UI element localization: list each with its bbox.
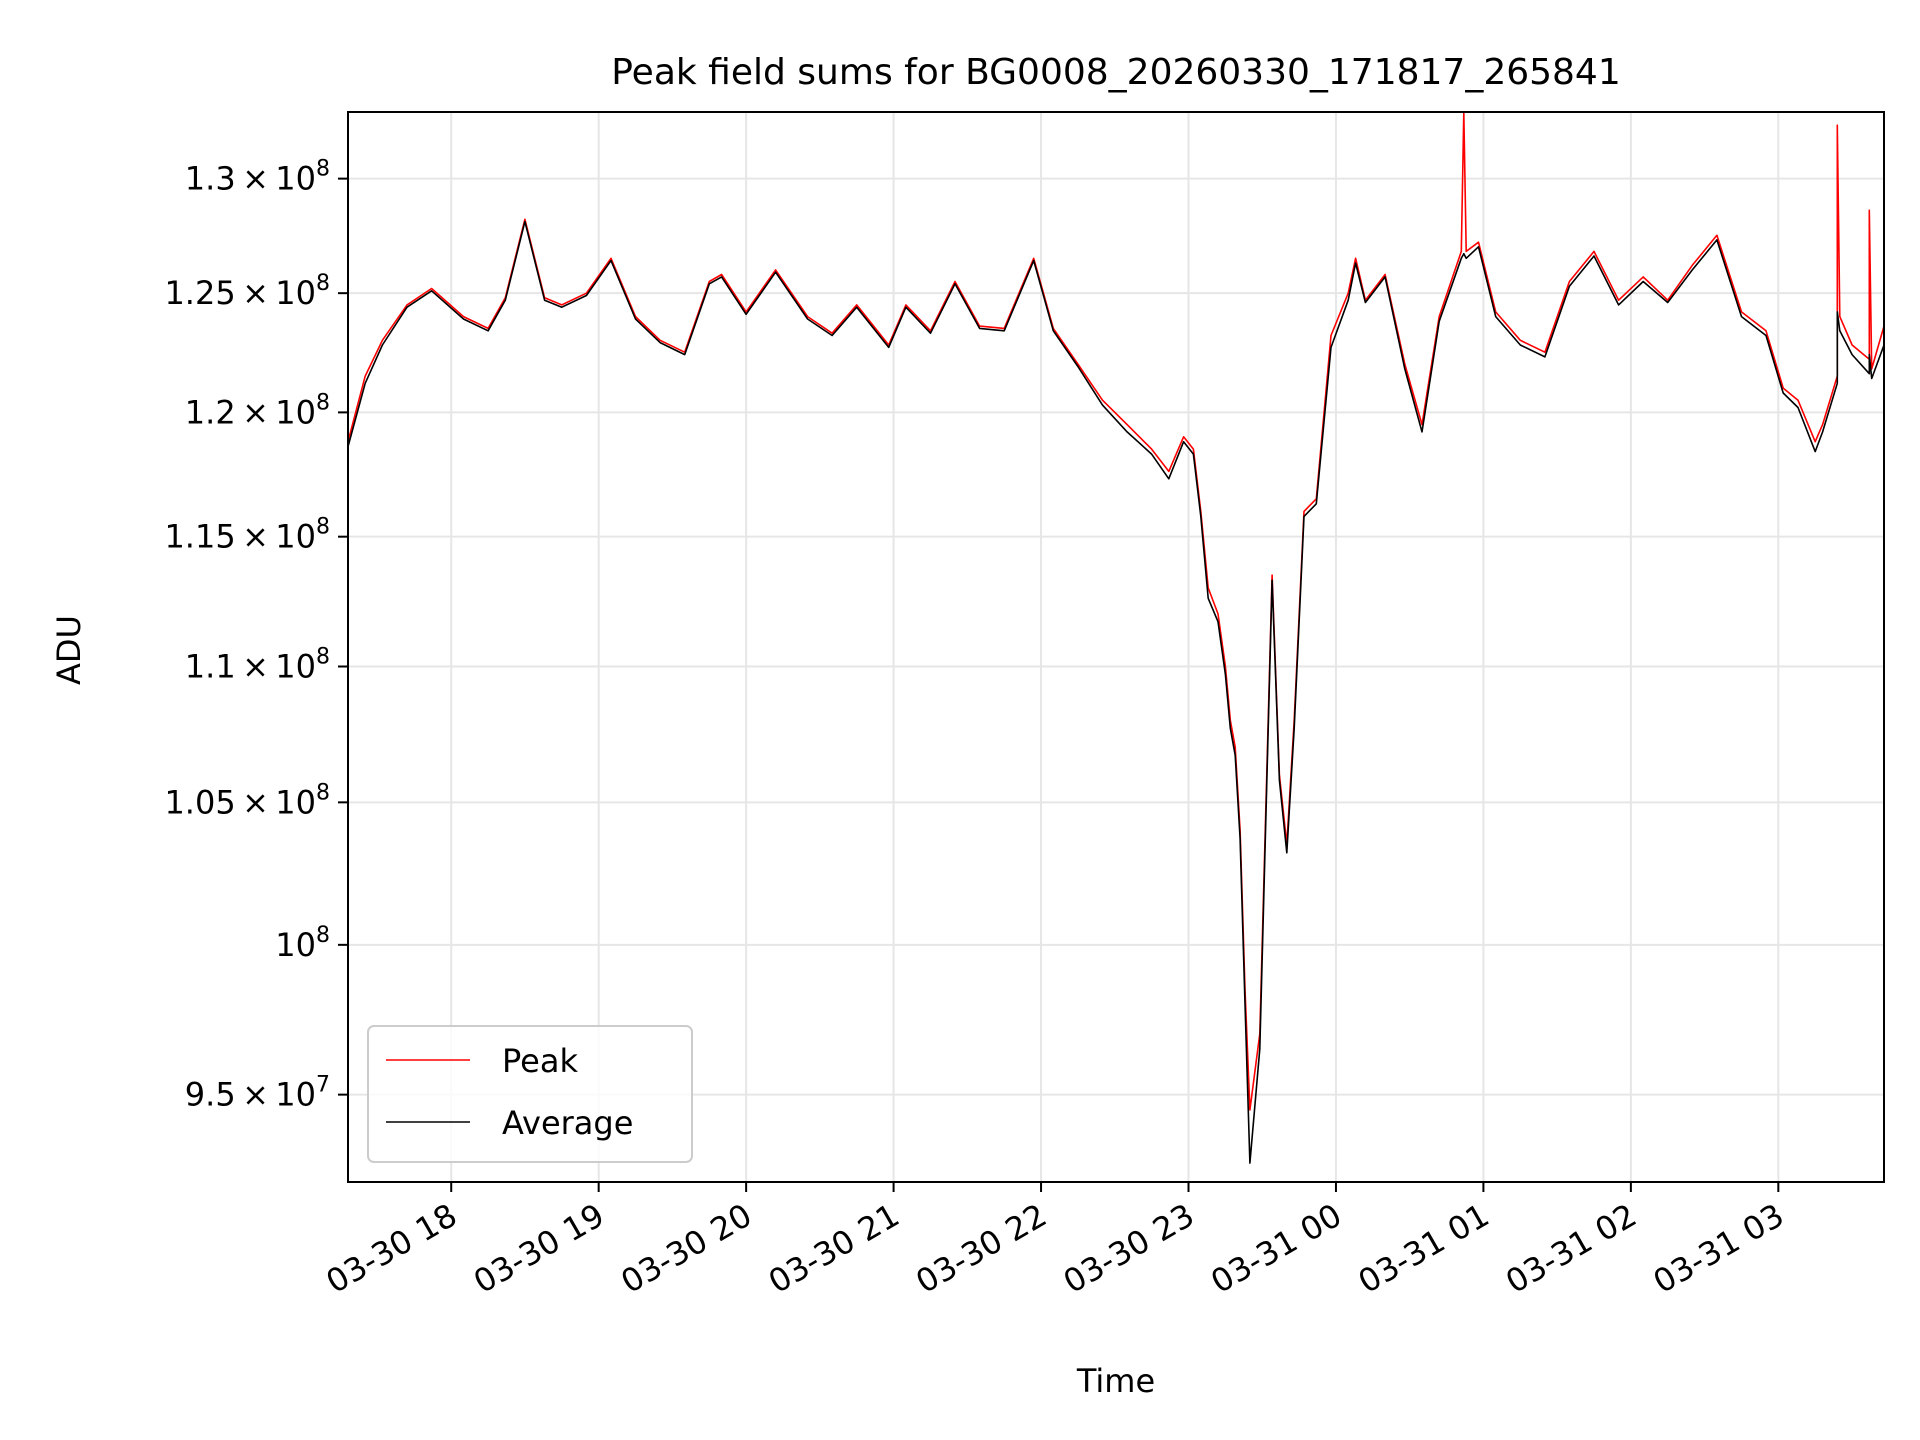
y-tick-label: 1.3 × 108	[185, 157, 330, 198]
x-axis-label: Time	[1076, 1362, 1155, 1400]
y-axis-label: ADU	[50, 615, 88, 685]
legend: Peak Average	[367, 1025, 693, 1163]
chart-title: Peak field sums for BG0008_20260330_1718…	[611, 52, 1621, 93]
axes-frame	[347, 111, 1885, 1183]
y-tick-label: 1.15 × 108	[164, 515, 330, 556]
y-tick-label: 1.05 × 108	[164, 780, 330, 821]
y-tick-label: 1.25 × 108	[164, 271, 330, 312]
y-axis-ticks: 9.5 × 107 108 1.05 × 108 1.1 × 108 1.15 × 10…	[164, 157, 348, 1114]
y-tick-label: 1.1 × 108	[185, 644, 330, 685]
series-line-average	[348, 220, 1884, 1164]
gridlines	[348, 112, 1884, 1182]
plot-area	[348, 112, 1884, 1164]
y-tick-label: 1.2 × 108	[185, 390, 330, 431]
y-tick-label: 9.5 × 107	[185, 1073, 330, 1114]
legend-average-label: Average	[502, 1104, 633, 1142]
legend-peak-label: Peak	[502, 1042, 578, 1080]
y-tick-label: 108	[275, 923, 330, 964]
